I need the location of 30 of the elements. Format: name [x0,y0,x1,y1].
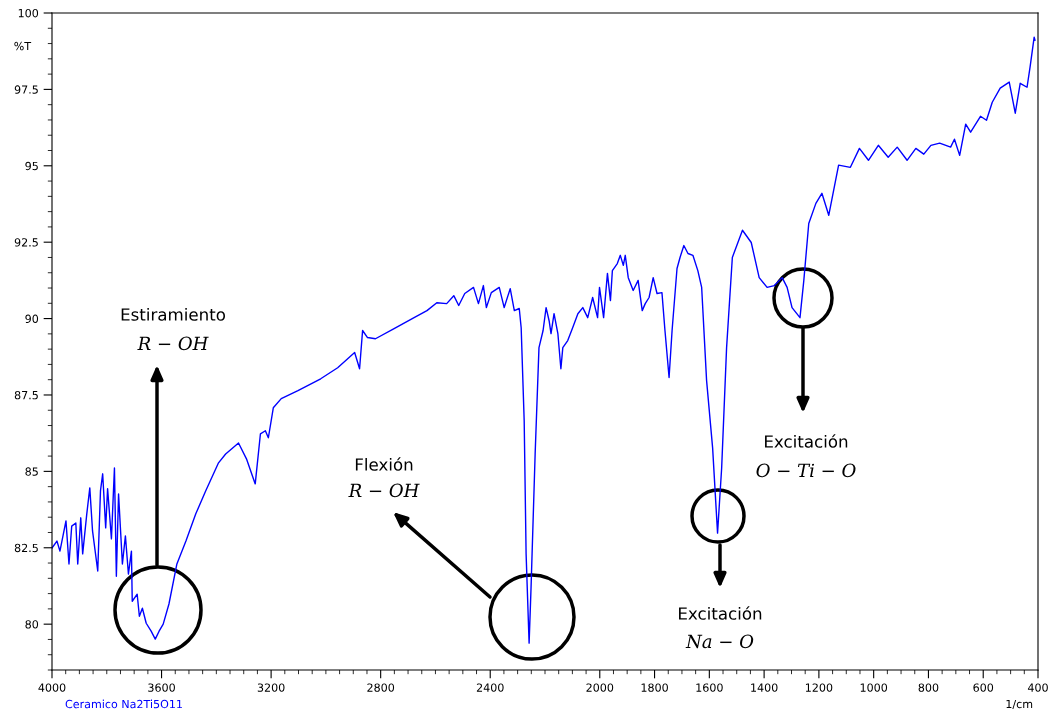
annotation: Flexión R − OH [348,457,420,498]
x-tick-label: 400 [1027,683,1048,692]
y-tick-label: 85 [25,467,38,476]
x-tick-label: 4000 [38,683,66,692]
x-tick-label: 1400 [751,683,778,692]
annotation: Excitación Na − O [679,606,762,649]
x-tick-label: 1000 [860,683,888,692]
x-tick-label: 800 [918,683,939,692]
annotation: Excitación O − Ti − O [756,434,856,478]
annotation: Estiramiento R − OH [121,307,226,351]
x-tick-label: 2800 [367,683,395,692]
y-tick-label: 80 [25,620,39,629]
x-tick-label: 2000 [586,683,614,692]
x-tick-label: 1800 [641,683,668,692]
x-tick-label: 3600 [148,683,175,692]
y-tick-label: 97.5 [14,85,38,94]
y-tick-label: 92.5 [14,238,38,247]
text: Ceramico Na2Ti5O11 [65,699,182,709]
y-tick-label: 95 [25,161,38,171]
y-tick-label: 87.5 [14,390,38,400]
y-tick-label: 82.5 [14,543,38,553]
x-tick-label: 2400 [476,683,504,692]
x-tick-label: 3200 [257,683,285,692]
y-tick-label: 90 [25,314,39,323]
y-tick-label: 100 [18,8,39,18]
x-tick-label: 1600 [696,683,723,692]
x-tick-label: 600 [973,683,994,692]
x-axis-title: 1/cm [1006,699,1033,710]
x-tick-label: 1200 [805,683,833,692]
y-axis-title: %T [14,41,32,51]
